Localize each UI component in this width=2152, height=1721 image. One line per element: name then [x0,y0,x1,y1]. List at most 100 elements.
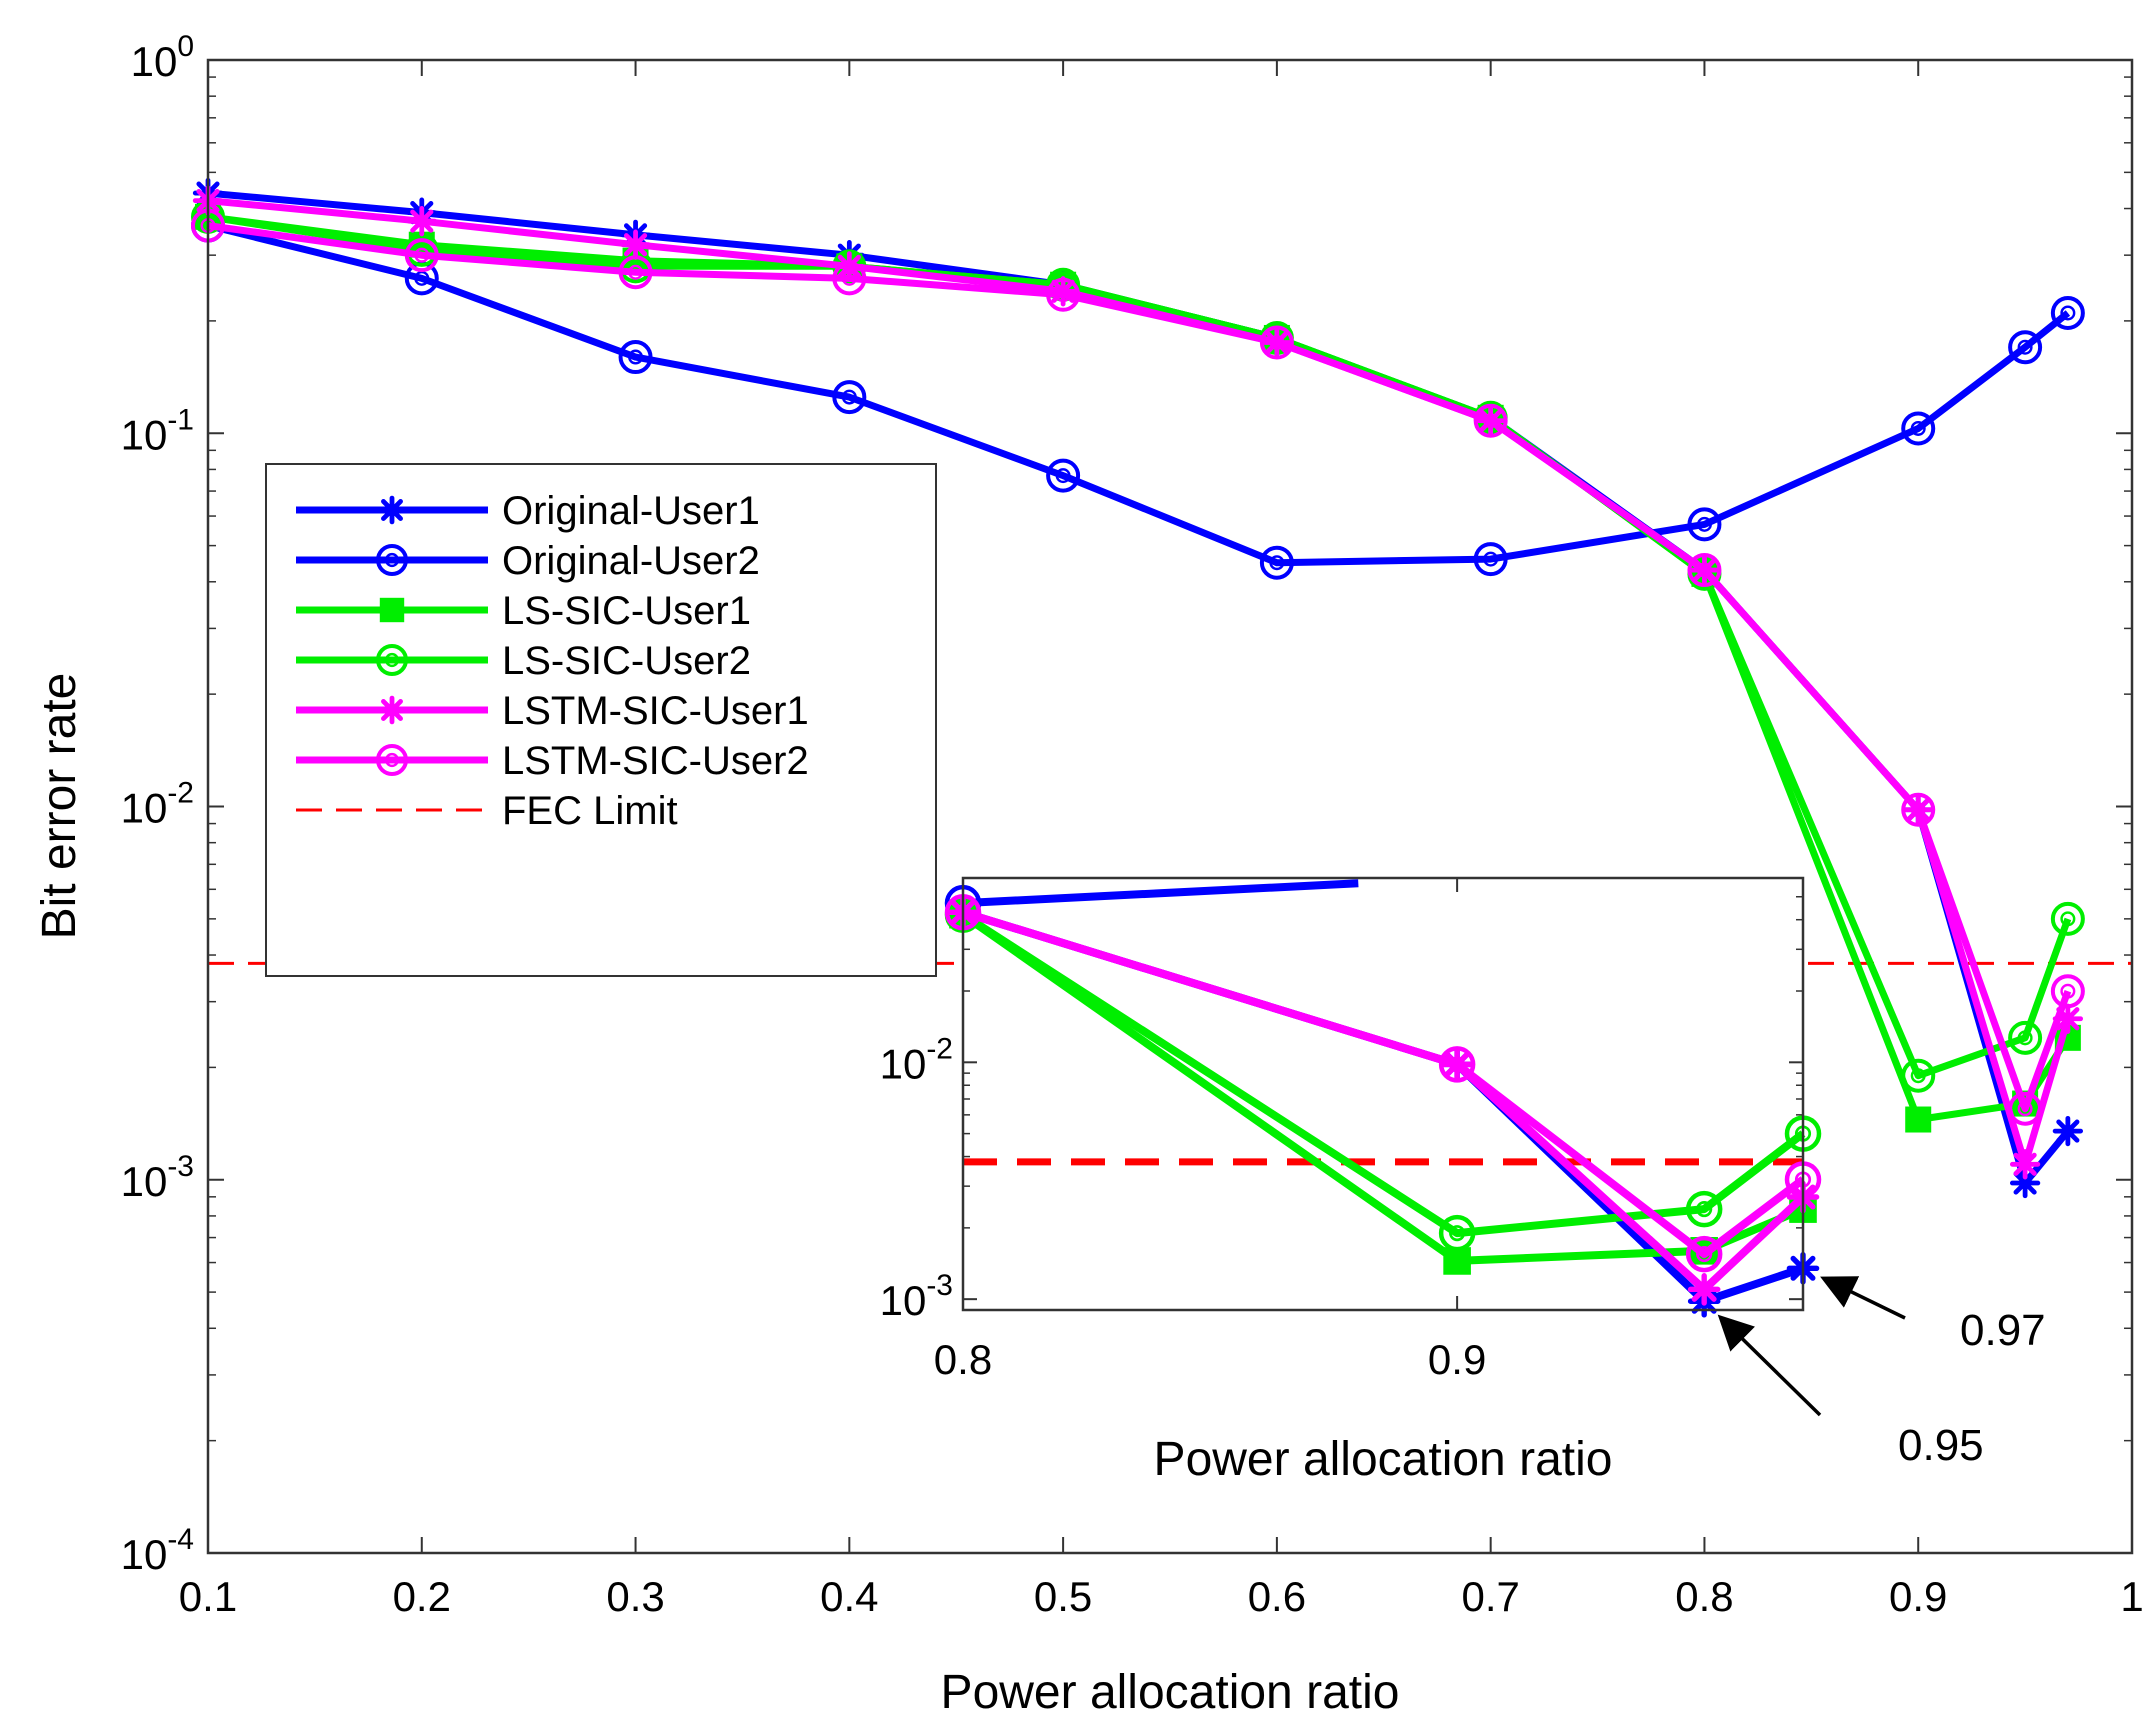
annotation-0-97-arrow [1820,1276,1906,1320]
legend-entry-lstm-sic-user1-asterisk-marker-core [387,705,397,715]
legend-entry-original-user1: Original-User1 [296,489,760,533]
lstm-sic-user2-circle-marker-inner [1269,335,1285,351]
lstm-sic-user2-circle-marker [404,238,439,273]
ls-sic-user2-circle-marker [1901,1058,1936,1093]
inset-x-tick-label: 0.8 [934,1336,992,1383]
annotation-0-95-label: 0.95 [1898,1421,1984,1470]
ls-sic-user2-circle-marker-inner [2060,911,2076,927]
lstm-sic-user1-asterisk-marker-core [2019,1159,2031,1170]
original-user2-circle-marker-inner [1910,420,1926,436]
inset-lstm-sic-user2-circle-marker-inner [1696,1246,1713,1263]
legend-entry-lstm-sic-user1-label: LSTM-SIC-User1 [502,689,809,733]
original-user2-circle-marker-inner [1696,516,1712,532]
original-user2-circle-marker-inner [2017,339,2033,355]
original-user2-circle-marker-inner [1269,555,1285,571]
legend-entry-original-user2-circle-marker [376,544,408,576]
lstm-sic-user1-asterisk-marker-core [630,239,641,250]
original-user2-circle-marker-inner [1483,551,1499,567]
lstm-sic-user2-circle-marker [832,261,867,296]
y-tick-label: 100 [131,30,194,85]
legend-entry-original-user2-circle-marker-inner [384,552,400,568]
lstm-sic-user2-circle-marker [1473,403,1508,438]
inset-lstm-sic-user1-asterisk-marker-core [1698,1283,1710,1295]
inset-y-tick-label: 10-2 [880,1032,953,1087]
lstm-sic-user2-circle-marker-inner [1055,287,1071,303]
lstm-sic-user2-circle-marker [1259,325,1294,360]
inset-ls-sic-user2-circle-marker-inner [1696,1201,1713,1218]
lstm-sic-user2-circle-marker [618,255,653,290]
y-tick-label: 10-3 [121,1150,194,1205]
main-series [191,177,2085,1199]
legend-entry-original-user1-label: Original-User1 [502,489,760,533]
inset-x-axis-label: Power allocation ratio [1154,1433,1613,1486]
original-user2-circle-marker-inner [628,349,644,365]
ls-sic-user2-circle-marker [2008,1020,2043,1055]
original-user1-asterisk-marker-core [2019,1177,2031,1189]
lstm-sic-user2-circle-marker-inner [1483,413,1499,429]
original-user2-circle-marker [2008,330,2043,365]
x-tick-label: 0.2 [393,1573,451,1620]
ls-sic-user1-square-marker [1905,1106,1932,1133]
lstm-sic-user2-circle-marker-inner [2017,1101,2033,1117]
legend-entry-ls-sic-user2-circle-marker [376,644,408,676]
x-tick-label: 0.3 [606,1573,664,1620]
lstm-sic-user2-circle-marker-inner [1910,802,1926,818]
lstm-sic-user2-circle-marker [2008,1091,2043,1126]
inset-ls-sic-user1-square-marker [1443,1247,1471,1275]
x-tick-label: 0.9 [1889,1573,1947,1620]
main-axes-frame [206,58,2134,1555]
annotation-0-97-label: 0.97 [1960,1306,2046,1355]
annotation-0-95-arrow [1717,1314,1822,1417]
lstm-sic-user2-circle-marker [1687,553,1722,588]
legend-entry-lstm-sic-user2-circle-marker-inner [384,752,400,768]
inset-ls-sic-user2-circle-marker [1685,1190,1723,1228]
original-user2-circle-marker [832,380,867,415]
legend-entry-original-user2: Original-User2 [296,539,760,583]
main-ticks: 0.1 0.2 0.3 0.4 0.5 0.6 0.7 0.8 0.9 1 100 10-1 10-2 1… [121,30,2144,1620]
original-user2-circle-marker [2050,295,2085,330]
lstm-sic-user2-line [207,222,2072,1113]
inset-lstm-sic-user2-circle-marker [1438,1046,1476,1083]
legend-entry-lstm-sic-user2-circle-marker [376,744,408,776]
original-user2-circle-marker [1046,458,1081,493]
original-user2-circle-marker [618,340,653,375]
original-user2-circle-marker [1259,545,1294,580]
lstm-sic-user2-circle-marker-inner [1696,562,1712,578]
legend-entry-fec-limit: FEC Limit [296,789,678,833]
lstm-sic-user2-circle-marker [1901,792,1936,827]
legend: Original-User1 Original-User2 LS-SIC-User1… [265,463,937,977]
lstm-sic-user2-circle-marker-inner [414,247,430,263]
legend-entry-original-user2-label: Original-User2 [502,539,760,583]
x-tick-label: 0.4 [820,1573,878,1620]
lstm-sic-user1-asterisk-marker-core [416,215,428,227]
x-tick-label: 0.7 [1461,1573,1519,1620]
x-axis-label: Power allocation ratio [941,1666,1400,1719]
inset-axes-frame [961,876,1805,1312]
legend-box [265,463,937,977]
lstm-sic-user1-asterisk-marker-core [2062,1013,2074,1024]
ls-sic-user2-circle-marker-inner [2017,1030,2033,1046]
x-tick-label: 0.8 [1675,1573,1733,1620]
inset-ls-sic-user2-circle-marker [1438,1214,1476,1252]
legend-entry-ls-sic-user1-label: LS-SIC-User1 [502,589,751,633]
legend-entry-fec-limit-label: FEC Limit [502,789,678,833]
inset-original-user2-line [962,879,1359,908]
ls-sic-user2-circle-marker [2050,901,2085,936]
legend-entry-original-user1-asterisk-marker-core [387,505,397,515]
legend-entry-ls-sic-user1: LS-SIC-User1 [296,589,751,633]
y-tick-label: 10-4 [121,1523,194,1578]
y-tick-label: 10-1 [121,403,194,458]
original-user2-circle-marker-inner [2060,305,2076,321]
legend-entry-lstm-sic-user2-label: LSTM-SIC-User2 [502,739,809,783]
legend-entry-lstm-sic-user1: LSTM-SIC-User1 [296,689,809,733]
lstm-sic-user2-circle-marker [1046,277,1081,312]
ls-sic-user2-circle-marker-inner [1910,1068,1926,1084]
x-tick-label: 0.6 [1248,1573,1306,1620]
inset-ls-sic-user2-circle-marker-inner [1449,1225,1466,1242]
lstm-sic-user2-circle-marker-inner [628,264,644,280]
original-user2-circle-marker-inner [841,389,857,405]
inset-ls-sic-user2-line [960,911,1806,1238]
inset-axes: 0.8 0.9 10-2 10-3 Power allocation ratio [880,876,1822,1486]
x-tick-label: 0.1 [179,1573,237,1620]
